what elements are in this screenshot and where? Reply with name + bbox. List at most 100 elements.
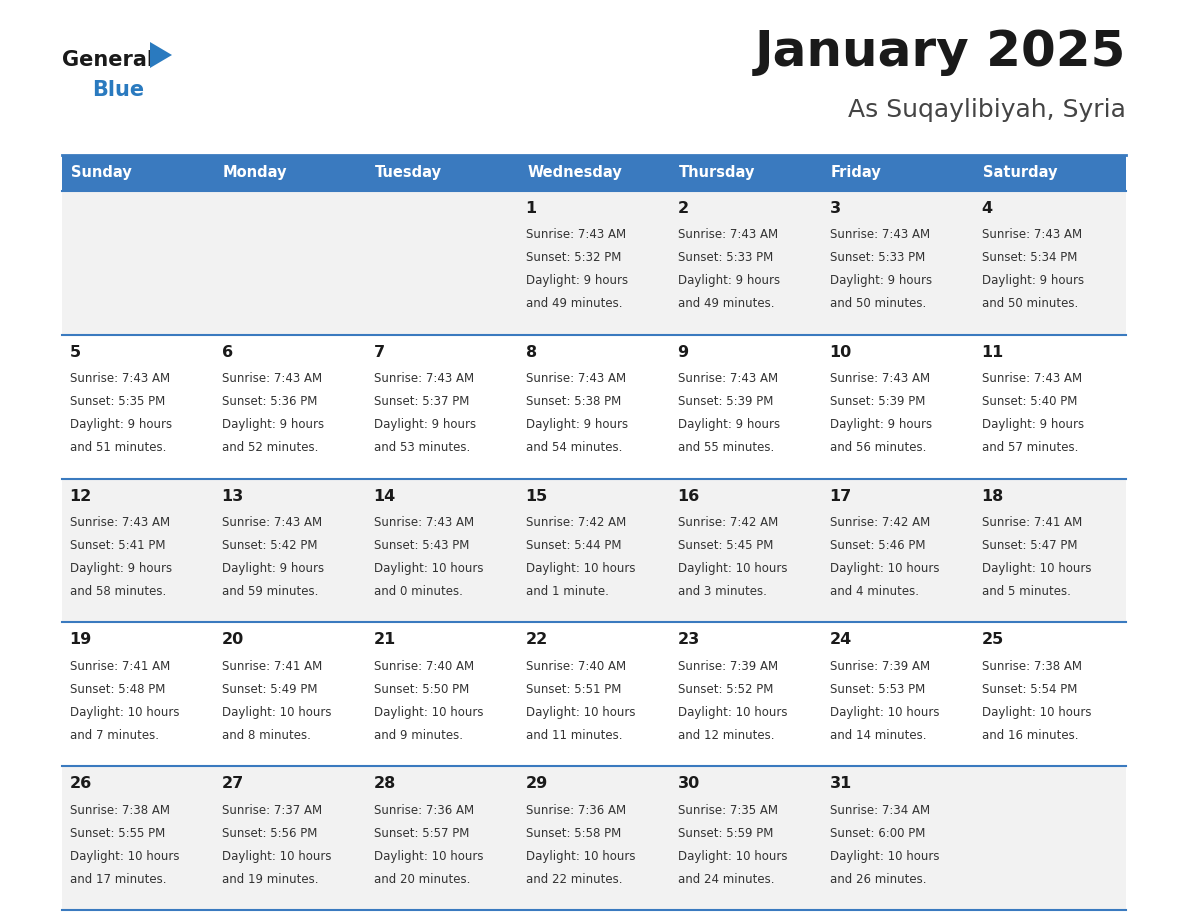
Text: Sunset: 5:50 PM: Sunset: 5:50 PM <box>373 683 469 696</box>
Text: Sunrise: 7:35 AM: Sunrise: 7:35 AM <box>677 803 778 817</box>
Text: Sunset: 5:52 PM: Sunset: 5:52 PM <box>677 683 773 696</box>
Text: and 5 minutes.: and 5 minutes. <box>981 585 1070 598</box>
Text: Daylight: 10 hours: Daylight: 10 hours <box>525 706 636 719</box>
FancyBboxPatch shape <box>366 191 518 335</box>
Text: Sunset: 6:00 PM: Sunset: 6:00 PM <box>829 826 925 840</box>
Text: Sunset: 5:48 PM: Sunset: 5:48 PM <box>70 683 165 696</box>
Text: Sunrise: 7:36 AM: Sunrise: 7:36 AM <box>525 803 626 817</box>
Text: Sunrise: 7:42 AM: Sunrise: 7:42 AM <box>677 516 778 529</box>
Text: Sunrise: 7:40 AM: Sunrise: 7:40 AM <box>373 660 474 673</box>
FancyBboxPatch shape <box>822 478 974 622</box>
Text: Sunrise: 7:43 AM: Sunrise: 7:43 AM <box>373 372 474 386</box>
Text: Sunrise: 7:41 AM: Sunrise: 7:41 AM <box>981 516 1082 529</box>
Text: Sunrise: 7:42 AM: Sunrise: 7:42 AM <box>829 516 930 529</box>
Text: and 4 minutes.: and 4 minutes. <box>829 585 918 598</box>
Text: Sunset: 5:43 PM: Sunset: 5:43 PM <box>373 539 469 552</box>
Text: and 49 minutes.: and 49 minutes. <box>677 297 775 310</box>
FancyBboxPatch shape <box>62 335 214 478</box>
FancyBboxPatch shape <box>822 622 974 767</box>
FancyBboxPatch shape <box>214 335 366 478</box>
Text: and 7 minutes.: and 7 minutes. <box>70 729 159 742</box>
Text: Daylight: 10 hours: Daylight: 10 hours <box>70 849 179 863</box>
Text: Sunset: 5:39 PM: Sunset: 5:39 PM <box>829 395 925 409</box>
FancyBboxPatch shape <box>518 335 670 478</box>
Text: Daylight: 10 hours: Daylight: 10 hours <box>829 562 939 575</box>
Text: Sunset: 5:54 PM: Sunset: 5:54 PM <box>981 683 1078 696</box>
FancyBboxPatch shape <box>62 478 214 622</box>
FancyBboxPatch shape <box>670 191 822 335</box>
Text: 13: 13 <box>222 488 244 504</box>
FancyBboxPatch shape <box>214 191 366 335</box>
FancyBboxPatch shape <box>974 767 1126 910</box>
Text: Daylight: 10 hours: Daylight: 10 hours <box>981 706 1091 719</box>
FancyBboxPatch shape <box>214 767 366 910</box>
FancyBboxPatch shape <box>62 155 214 191</box>
Text: and 49 minutes.: and 49 minutes. <box>525 297 623 310</box>
Text: and 51 minutes.: and 51 minutes. <box>70 442 166 454</box>
FancyBboxPatch shape <box>62 622 214 767</box>
Text: 25: 25 <box>981 633 1004 647</box>
Text: Sunset: 5:57 PM: Sunset: 5:57 PM <box>373 826 469 840</box>
Text: Sunset: 5:53 PM: Sunset: 5:53 PM <box>829 683 924 696</box>
Text: Sunrise: 7:43 AM: Sunrise: 7:43 AM <box>222 516 322 529</box>
Text: Sunset: 5:40 PM: Sunset: 5:40 PM <box>981 395 1078 409</box>
Text: Daylight: 10 hours: Daylight: 10 hours <box>829 706 939 719</box>
Text: Daylight: 10 hours: Daylight: 10 hours <box>525 562 636 575</box>
FancyBboxPatch shape <box>366 767 518 910</box>
Text: and 14 minutes.: and 14 minutes. <box>829 729 927 742</box>
Text: 18: 18 <box>981 488 1004 504</box>
Text: Daylight: 9 hours: Daylight: 9 hours <box>829 274 931 287</box>
Text: 7: 7 <box>373 345 385 360</box>
Text: Friday: Friday <box>832 165 881 181</box>
Text: 10: 10 <box>829 345 852 360</box>
Text: Sunrise: 7:36 AM: Sunrise: 7:36 AM <box>373 803 474 817</box>
Text: and 0 minutes.: and 0 minutes. <box>373 585 462 598</box>
Text: 14: 14 <box>373 488 396 504</box>
Text: and 53 minutes.: and 53 minutes. <box>373 442 469 454</box>
Text: 16: 16 <box>677 488 700 504</box>
Text: Daylight: 9 hours: Daylight: 9 hours <box>525 419 627 431</box>
Text: Daylight: 10 hours: Daylight: 10 hours <box>525 849 636 863</box>
Text: Sunset: 5:41 PM: Sunset: 5:41 PM <box>70 539 165 552</box>
Text: Sunrise: 7:43 AM: Sunrise: 7:43 AM <box>677 372 778 386</box>
Text: Sunrise: 7:43 AM: Sunrise: 7:43 AM <box>70 516 170 529</box>
FancyBboxPatch shape <box>974 622 1126 767</box>
Text: and 56 minutes.: and 56 minutes. <box>829 442 925 454</box>
Text: January 2025: January 2025 <box>754 28 1126 76</box>
Text: Daylight: 10 hours: Daylight: 10 hours <box>70 706 179 719</box>
Text: 28: 28 <box>373 777 396 791</box>
Text: Daylight: 10 hours: Daylight: 10 hours <box>981 562 1091 575</box>
Text: Sunrise: 7:38 AM: Sunrise: 7:38 AM <box>70 803 170 817</box>
FancyBboxPatch shape <box>670 767 822 910</box>
Text: 15: 15 <box>525 488 548 504</box>
Text: Saturday: Saturday <box>984 165 1057 181</box>
Text: Sunset: 5:59 PM: Sunset: 5:59 PM <box>677 826 773 840</box>
Text: Sunset: 5:44 PM: Sunset: 5:44 PM <box>525 539 621 552</box>
Text: Sunrise: 7:43 AM: Sunrise: 7:43 AM <box>677 229 778 241</box>
Text: Daylight: 9 hours: Daylight: 9 hours <box>70 419 172 431</box>
Text: Sunrise: 7:38 AM: Sunrise: 7:38 AM <box>981 660 1081 673</box>
FancyBboxPatch shape <box>214 622 366 767</box>
FancyBboxPatch shape <box>518 767 670 910</box>
Text: 20: 20 <box>222 633 244 647</box>
Text: and 59 minutes.: and 59 minutes. <box>222 585 318 598</box>
Text: Daylight: 10 hours: Daylight: 10 hours <box>373 562 484 575</box>
Text: Sunset: 5:39 PM: Sunset: 5:39 PM <box>677 395 773 409</box>
Text: Daylight: 9 hours: Daylight: 9 hours <box>677 419 779 431</box>
Text: As Suqaylibiyah, Syria: As Suqaylibiyah, Syria <box>848 98 1126 122</box>
Text: 6: 6 <box>222 345 233 360</box>
Text: Sunrise: 7:37 AM: Sunrise: 7:37 AM <box>222 803 322 817</box>
Text: and 11 minutes.: and 11 minutes. <box>525 729 623 742</box>
FancyBboxPatch shape <box>974 155 1126 191</box>
FancyBboxPatch shape <box>366 335 518 478</box>
Text: Daylight: 10 hours: Daylight: 10 hours <box>222 706 331 719</box>
Text: 30: 30 <box>677 777 700 791</box>
FancyBboxPatch shape <box>366 155 518 191</box>
Text: Sunrise: 7:39 AM: Sunrise: 7:39 AM <box>829 660 930 673</box>
FancyBboxPatch shape <box>366 622 518 767</box>
Text: Sunset: 5:38 PM: Sunset: 5:38 PM <box>525 395 621 409</box>
FancyBboxPatch shape <box>214 155 366 191</box>
Text: and 57 minutes.: and 57 minutes. <box>981 442 1078 454</box>
Text: 24: 24 <box>829 633 852 647</box>
Text: Sunrise: 7:43 AM: Sunrise: 7:43 AM <box>70 372 170 386</box>
